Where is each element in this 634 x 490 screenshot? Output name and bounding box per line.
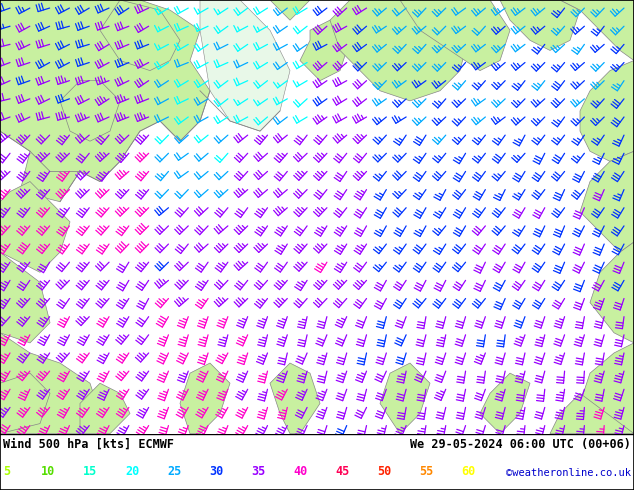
Polygon shape: [400, 0, 510, 71]
Polygon shape: [100, 0, 180, 71]
Polygon shape: [270, 363, 320, 434]
Polygon shape: [580, 151, 634, 252]
Polygon shape: [500, 0, 580, 50]
Text: 25: 25: [167, 465, 181, 478]
Text: 5: 5: [3, 465, 10, 478]
Text: 35: 35: [251, 465, 265, 478]
Text: We 29-05-2024 06:00 UTC (00+06): We 29-05-2024 06:00 UTC (00+06): [410, 438, 631, 451]
Polygon shape: [0, 181, 70, 272]
Text: ©weatheronline.co.uk: ©weatheronline.co.uk: [506, 468, 631, 478]
Polygon shape: [200, 0, 290, 131]
Polygon shape: [270, 0, 310, 20]
Polygon shape: [60, 81, 120, 141]
Polygon shape: [80, 383, 130, 434]
Text: 30: 30: [209, 465, 223, 478]
Text: 50: 50: [377, 465, 391, 478]
Text: 20: 20: [125, 465, 139, 478]
Polygon shape: [0, 252, 50, 343]
Polygon shape: [560, 0, 634, 60]
Polygon shape: [0, 373, 50, 434]
Text: 40: 40: [293, 465, 307, 478]
Polygon shape: [580, 343, 634, 434]
Polygon shape: [0, 333, 100, 434]
Polygon shape: [550, 393, 634, 434]
Polygon shape: [580, 60, 634, 161]
Text: 15: 15: [83, 465, 97, 478]
Polygon shape: [380, 363, 430, 434]
Text: 10: 10: [41, 465, 55, 478]
Polygon shape: [180, 363, 230, 434]
Polygon shape: [330, 0, 470, 101]
Polygon shape: [300, 20, 350, 81]
Text: 60: 60: [461, 465, 476, 478]
Text: 55: 55: [419, 465, 433, 478]
Text: Wind 500 hPa [kts] ECMWF: Wind 500 hPa [kts] ECMWF: [3, 438, 174, 451]
Text: 45: 45: [335, 465, 349, 478]
Polygon shape: [0, 0, 210, 202]
Polygon shape: [590, 242, 634, 343]
Polygon shape: [480, 373, 530, 434]
